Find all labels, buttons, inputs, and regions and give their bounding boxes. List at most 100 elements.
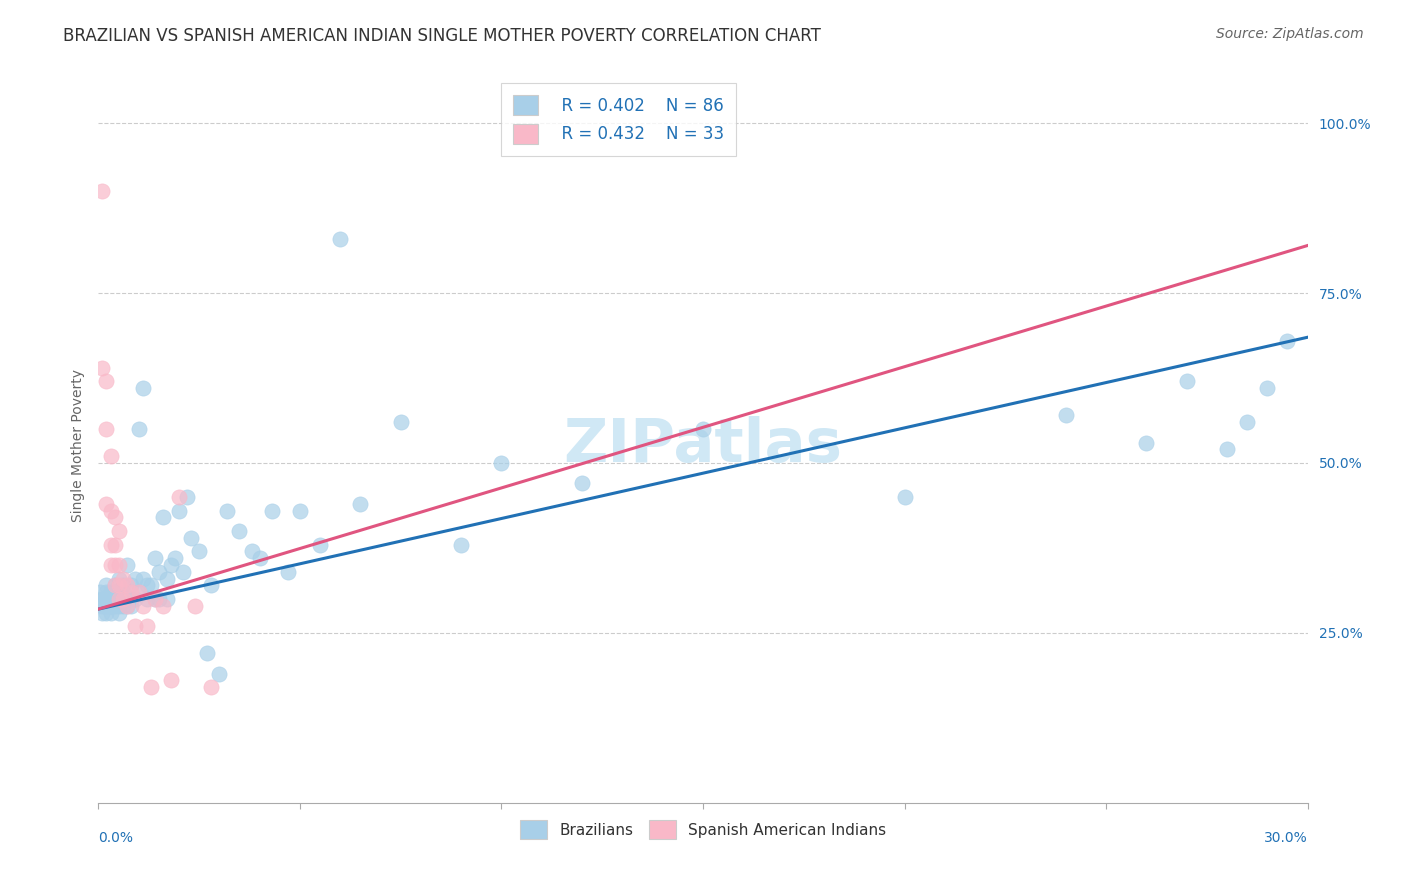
Point: [135, 619, 157, 633]
Point: [115, 599, 138, 613]
Point: [100, 599, 122, 613]
Point: [277, 565, 299, 579]
Point: [103, 591, 125, 606]
Point: [107, 591, 129, 606]
Point: [107, 578, 129, 592]
Point: [96, 606, 118, 620]
Point: [120, 578, 142, 592]
Point: [139, 680, 162, 694]
Point: [111, 578, 134, 592]
Text: Source: ZipAtlas.com: Source: ZipAtlas.com: [1216, 27, 1364, 41]
Point: [176, 490, 198, 504]
Point: [107, 524, 129, 538]
Point: [107, 558, 129, 572]
Point: [100, 606, 122, 620]
Point: [349, 497, 371, 511]
Point: [450, 537, 472, 551]
Point: [91, 606, 114, 620]
Point: [96, 497, 118, 511]
Point: [128, 585, 150, 599]
Point: [91, 360, 114, 375]
Point: [91, 591, 114, 606]
Point: [249, 551, 271, 566]
Point: [1256, 381, 1278, 395]
Point: [1054, 409, 1077, 423]
Legend: Brazilians, Spanish American Indians: Brazilians, Spanish American Indians: [513, 814, 893, 845]
Point: [100, 591, 122, 606]
Point: [309, 537, 332, 551]
Point: [89, 585, 111, 599]
Point: [100, 537, 122, 551]
Point: [107, 591, 129, 606]
Point: [139, 578, 162, 592]
Point: [143, 591, 166, 606]
Point: [148, 565, 170, 579]
Point: [103, 578, 125, 592]
Point: [124, 572, 146, 586]
Point: [103, 585, 125, 599]
Point: [120, 585, 142, 599]
Point: [107, 591, 129, 606]
Point: [188, 544, 211, 558]
Point: [184, 599, 207, 613]
Point: [200, 680, 222, 694]
Point: [167, 490, 190, 504]
Point: [240, 544, 263, 558]
Point: [96, 375, 118, 389]
Point: [107, 599, 129, 613]
Point: [111, 572, 134, 586]
Point: [103, 578, 125, 592]
Point: [692, 422, 714, 436]
Point: [103, 537, 125, 551]
Point: [132, 381, 155, 395]
Point: [120, 599, 142, 613]
Point: [103, 599, 125, 613]
Point: [96, 591, 118, 606]
Text: 0.0%: 0.0%: [98, 831, 134, 846]
Point: [96, 585, 118, 599]
Point: [128, 422, 150, 436]
Point: [156, 572, 179, 586]
Point: [180, 531, 202, 545]
Point: [100, 585, 122, 599]
Point: [115, 599, 138, 613]
Point: [571, 476, 593, 491]
Point: [156, 591, 179, 606]
Point: [148, 591, 170, 606]
Point: [124, 619, 146, 633]
Point: [1135, 435, 1157, 450]
Point: [107, 606, 129, 620]
Point: [208, 666, 231, 681]
Point: [135, 578, 157, 592]
Point: [100, 599, 122, 613]
Point: [893, 490, 915, 504]
Point: [100, 503, 122, 517]
Point: [200, 578, 222, 592]
Point: [160, 673, 183, 688]
Point: [100, 591, 122, 606]
Text: BRAZILIAN VS SPANISH AMERICAN INDIAN SINGLE MOTHER POVERTY CORRELATION CHART: BRAZILIAN VS SPANISH AMERICAN INDIAN SIN…: [63, 27, 821, 45]
Text: ZIPatlas: ZIPatlas: [564, 417, 842, 475]
Point: [135, 591, 157, 606]
Point: [115, 558, 138, 572]
Point: [195, 646, 218, 660]
Point: [152, 599, 174, 613]
Point: [91, 599, 114, 613]
Point: [91, 591, 114, 606]
Point: [96, 599, 118, 613]
Point: [329, 232, 352, 246]
Point: [103, 591, 125, 606]
Point: [143, 551, 166, 566]
Point: [152, 510, 174, 524]
Y-axis label: Single Mother Poverty: Single Mother Poverty: [70, 369, 84, 523]
Point: [172, 565, 194, 579]
Point: [91, 184, 114, 198]
Point: [111, 585, 134, 599]
Point: [100, 558, 122, 572]
Point: [111, 591, 134, 606]
Point: [103, 510, 125, 524]
Point: [111, 591, 134, 606]
Point: [160, 558, 183, 572]
Point: [128, 585, 150, 599]
Point: [217, 503, 239, 517]
